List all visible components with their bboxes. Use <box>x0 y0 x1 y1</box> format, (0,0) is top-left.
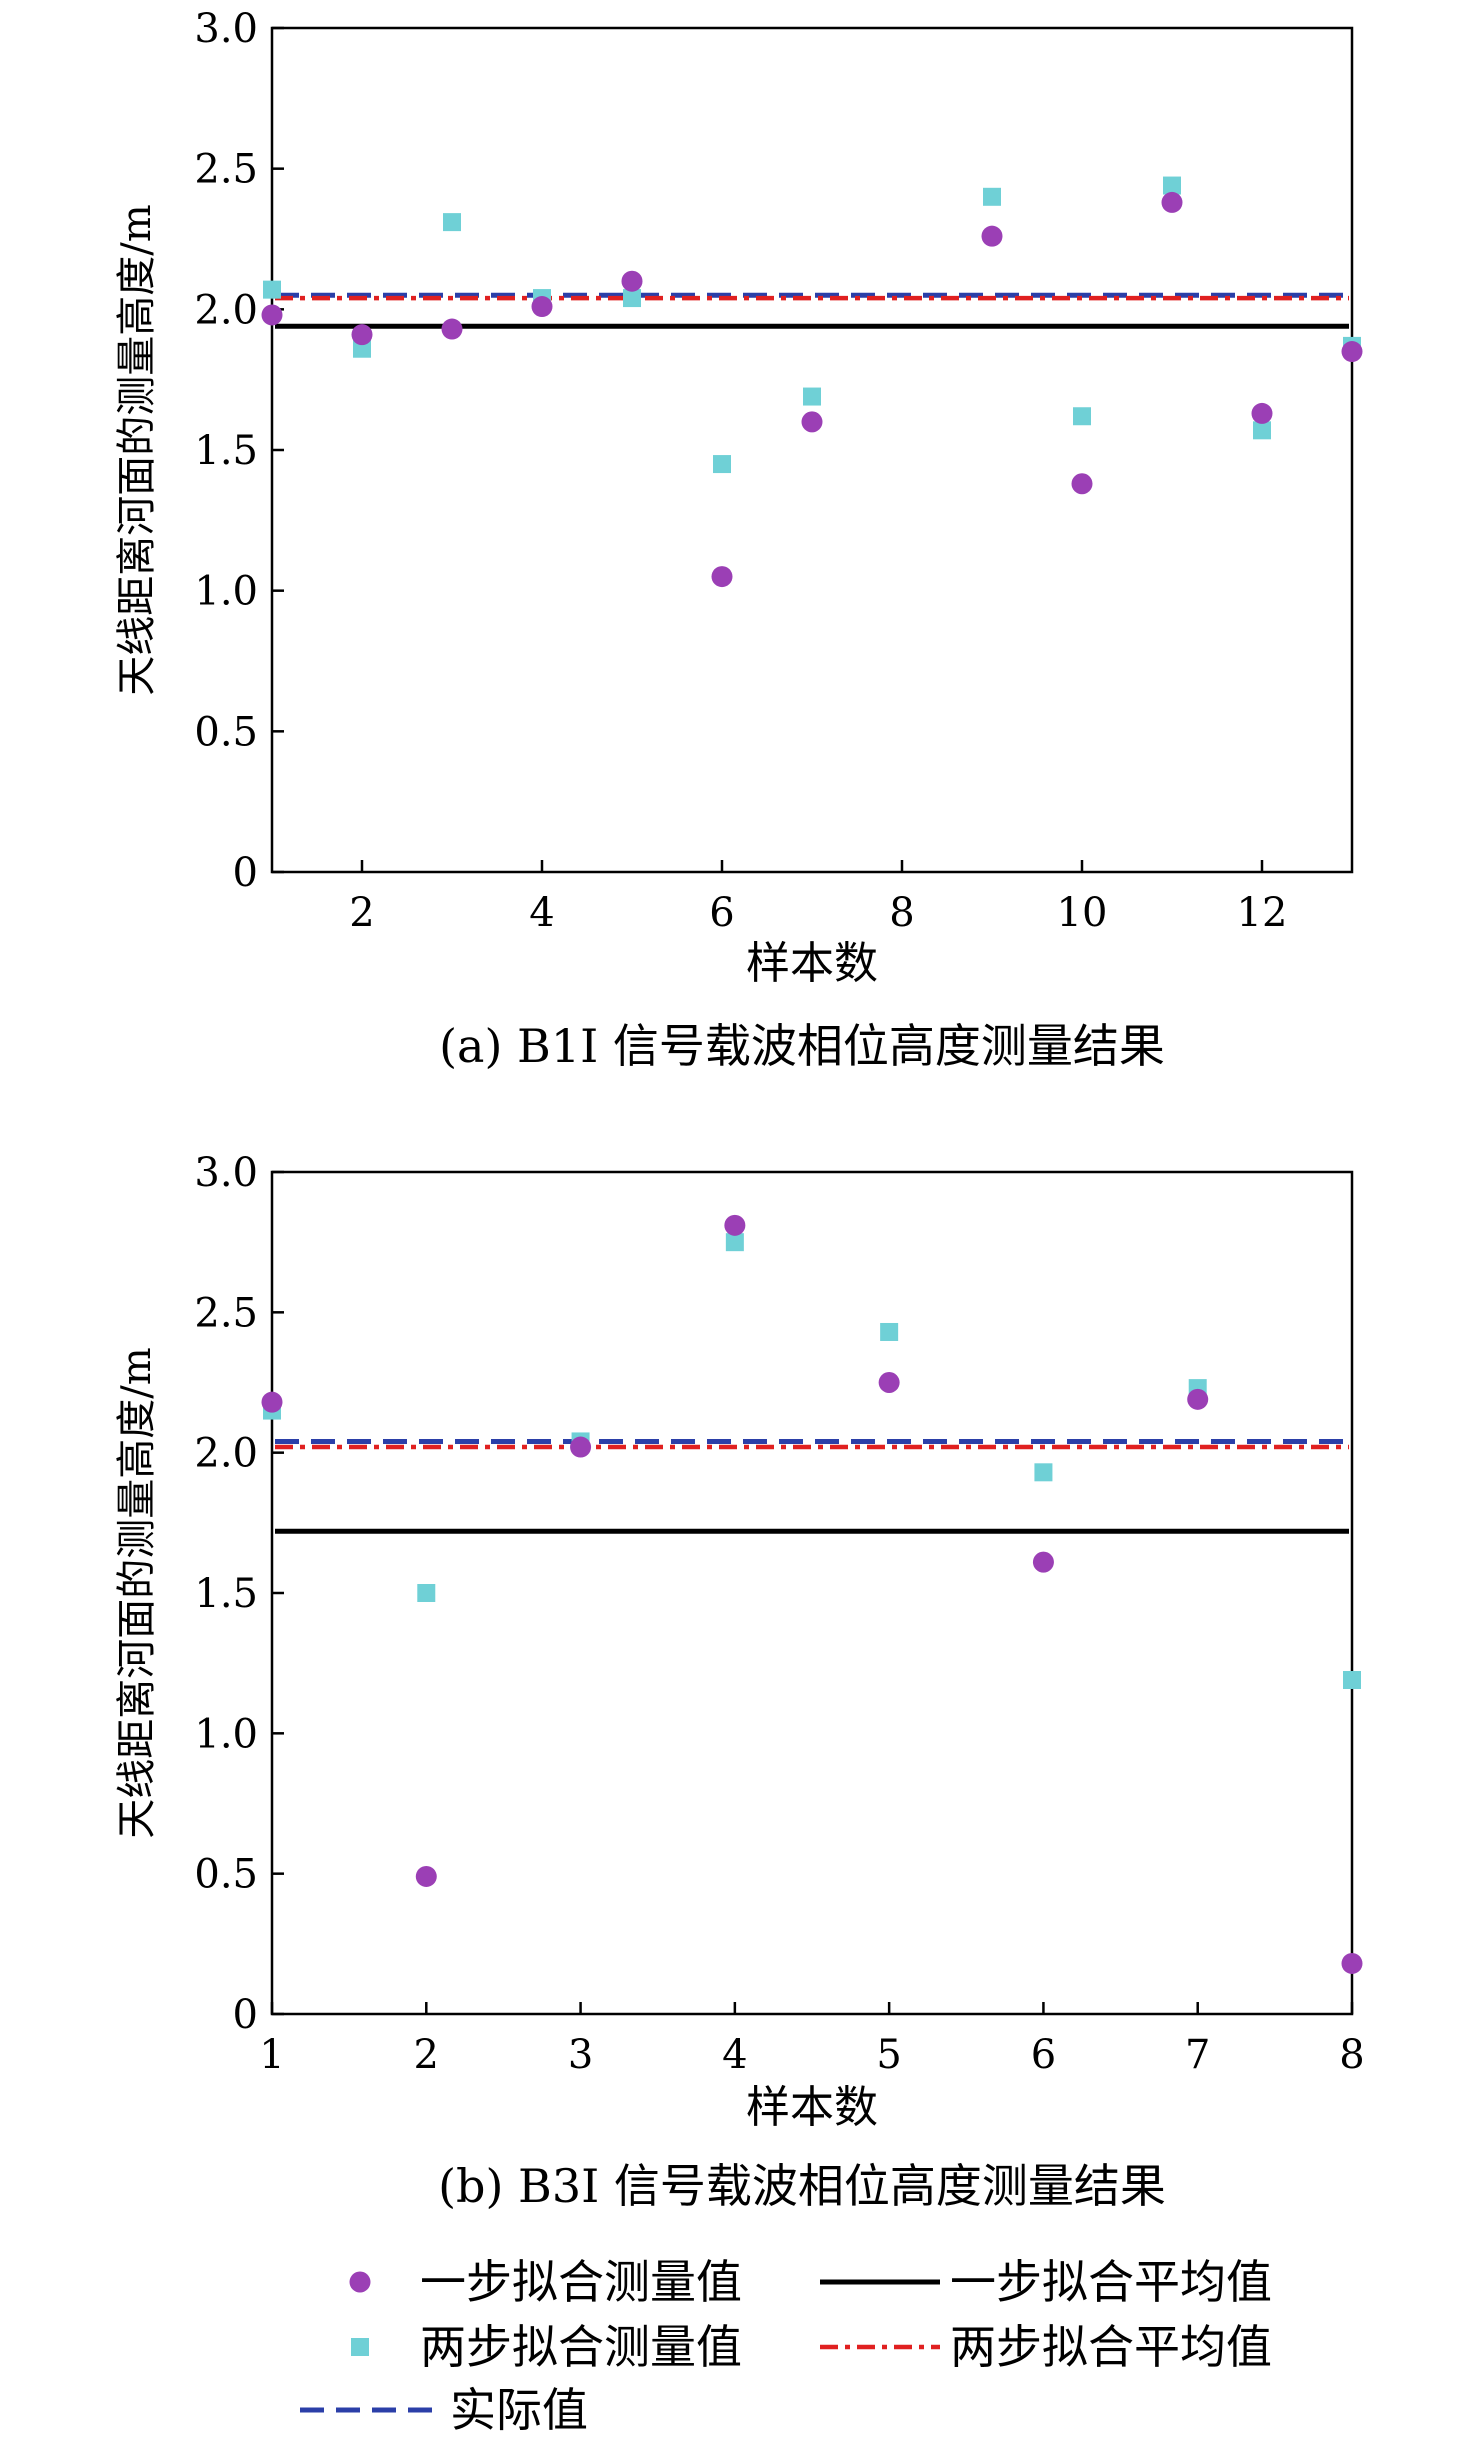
one-step-point <box>1032 1551 1054 1573</box>
x-tick-label: 4 <box>722 2032 747 2078</box>
two-step-point <box>1034 1463 1053 1482</box>
legend-item: 两步拟合平均值 <box>820 2320 1272 2374</box>
one-step-point <box>1187 1388 1209 1410</box>
y-tick-label: 2.0 <box>194 1431 258 1477</box>
two-step-point <box>623 289 641 308</box>
legend-item: 一步拟合平均值 <box>820 2255 1272 2309</box>
two-step-point <box>1163 176 1181 195</box>
one-step-point <box>570 1436 592 1458</box>
one-step-point <box>1341 341 1363 363</box>
y-tick-label: 0.5 <box>194 709 258 755</box>
two-step-point <box>803 387 821 406</box>
x-tick-label: 8 <box>1339 2032 1364 2078</box>
one-step-point <box>261 1391 283 1413</box>
x-tick-label: 10 <box>1057 890 1108 936</box>
one-step-point <box>351 324 373 346</box>
two-step-point <box>725 1233 744 1252</box>
legend-item: 一步拟合测量值 <box>349 2255 742 2309</box>
legend-item: 实际值 <box>300 2383 588 2437</box>
two-step-point <box>417 1584 436 1602</box>
one-step-point <box>711 566 733 588</box>
x-tick-label: 3 <box>568 2032 593 2078</box>
chart-caption: (b) B3I 信号载波相位高度测量结果 <box>438 2159 1166 2213</box>
one-step-point <box>531 296 553 318</box>
chart-caption: (a) B1I 信号载波相位高度测量结果 <box>439 1019 1165 1073</box>
legend-square-marker <box>351 2338 369 2356</box>
x-tick-label: 5 <box>876 2032 901 2078</box>
one-step-point <box>1161 191 1183 213</box>
x-tick-label: 12 <box>1237 890 1288 936</box>
x-axis-label: 样本数 <box>746 938 878 989</box>
x-tick-label: 1 <box>259 2032 284 2078</box>
legend-circle-marker <box>349 2271 371 2293</box>
y-axis-label: 天线距离河面的测量高度/m <box>114 204 160 695</box>
chart-b: 0 0.5 1.0 1.5 2.0 2.5 3.0 1 2 3 4 5 6 7 8 样本数 天线距离河面的测量高… <box>114 1150 1365 2213</box>
legend-label: 一步拟合平均值 <box>950 2255 1272 2309</box>
one-step-point <box>1341 1952 1363 1974</box>
two-step-point <box>353 339 371 358</box>
y-tick-label: 2.5 <box>194 1290 258 1336</box>
two-step-point <box>1343 1671 1361 1690</box>
legend-label: 两步拟合平均值 <box>950 2320 1272 2374</box>
x-axis-label: 样本数 <box>746 2082 878 2133</box>
one-step-point <box>1251 402 1273 424</box>
one-step-point <box>621 270 643 292</box>
x-tick-label: 2 <box>349 890 374 936</box>
y-tick-label: 1.0 <box>194 569 258 615</box>
two-step-point <box>263 280 281 299</box>
legend-label: 两步拟合测量值 <box>420 2320 742 2374</box>
y-tick-label: 3.0 <box>194 6 258 52</box>
two-step-point <box>983 187 1001 206</box>
x-tick-label: 2 <box>414 2032 439 2078</box>
y-tick-label: 0.5 <box>194 1852 258 1898</box>
one-step-point <box>415 1865 437 1887</box>
y-tick-label: 0 <box>233 850 258 896</box>
plot-frame <box>270 26 1354 874</box>
y-axis-label: 天线距离河面的测量高度/m <box>114 1347 160 1838</box>
one-step-point <box>801 411 823 433</box>
y-tick-label: 1.5 <box>194 428 258 474</box>
y-tick-label: 1.5 <box>194 1571 258 1617</box>
one-step-point <box>441 318 463 340</box>
x-tick-label: 7 <box>1185 2032 1210 2078</box>
two-step-point <box>880 1322 899 1341</box>
x-tick-label: 4 <box>529 890 554 936</box>
one-step-point <box>981 225 1003 247</box>
y-tick-label: 0 <box>233 1992 258 2038</box>
chart-a: 0 0.5 1.0 1.5 2.0 2.5 3.0 2 4 6 8 10 12 样本数 天线距离河面的测量高… <box>114 6 1363 1073</box>
y-tick-label: 1.0 <box>194 1711 258 1757</box>
x-tick-label: 6 <box>1031 2032 1056 2078</box>
one-step-point <box>878 1372 900 1393</box>
one-step-point <box>724 1214 746 1236</box>
legend-label: 一步拟合测量值 <box>420 2255 742 2309</box>
one-step-point <box>261 304 283 326</box>
two-step-point <box>713 455 731 474</box>
x-tick-label: 8 <box>889 890 914 936</box>
y-tick-label: 2.5 <box>194 147 258 193</box>
x-tick-label: 6 <box>709 890 734 936</box>
legend-label: 实际值 <box>450 2383 588 2437</box>
two-step-point <box>443 213 461 232</box>
y-tick-label: 3.0 <box>194 1150 258 1196</box>
y-tick-label: 2.0 <box>194 287 258 333</box>
legend-item: 两步拟合测量值 <box>351 2320 742 2374</box>
two-step-point <box>1253 421 1271 440</box>
two-step-point <box>1073 407 1091 426</box>
one-step-point <box>1071 473 1093 495</box>
